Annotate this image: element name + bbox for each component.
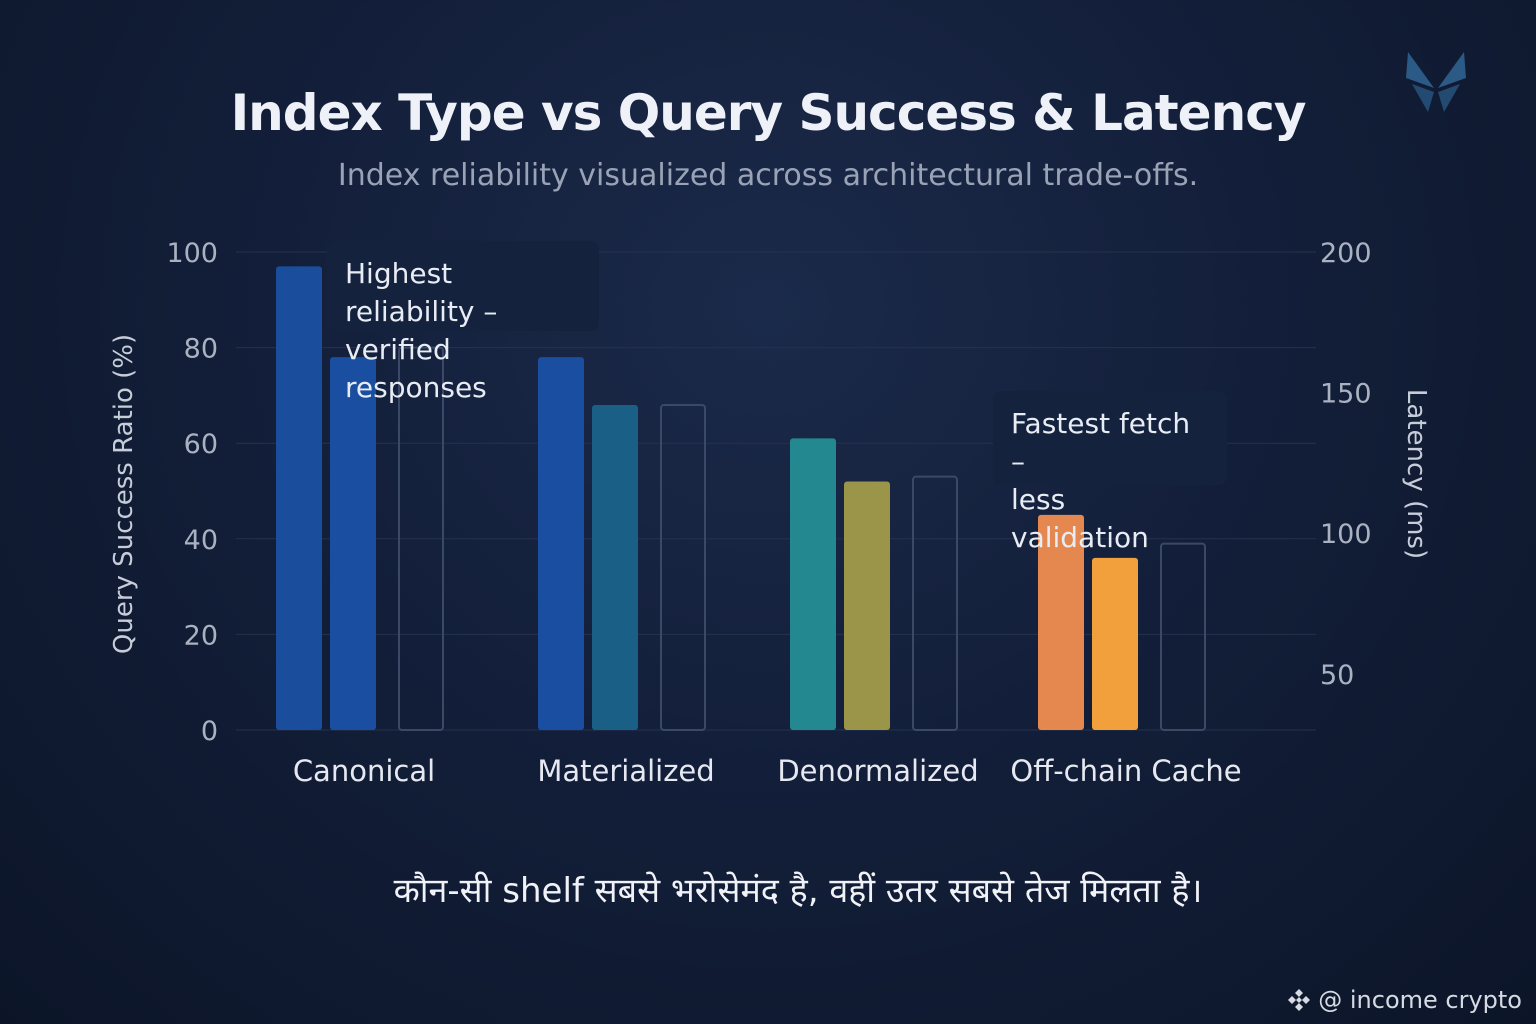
annotation-highest-reliability: Highest reliability – verified responses bbox=[327, 241, 599, 404]
x-tick-label: Canonical bbox=[293, 754, 435, 788]
bar-canonical-success-2 bbox=[330, 357, 376, 730]
x-tick-label: Off-chain Cache bbox=[1010, 754, 1241, 788]
x-tick-label: Denormalized bbox=[777, 754, 978, 788]
y-tick-label: 20 bbox=[184, 620, 218, 651]
bar-materialized-success-1 bbox=[538, 357, 584, 730]
bar-denormalized-success-2 bbox=[844, 481, 890, 730]
y-tick-label: 80 bbox=[184, 334, 218, 365]
bar-materialized-latency bbox=[660, 403, 706, 731]
diamond-logo-icon bbox=[1288, 989, 1311, 1011]
bar-off-chain-cache-success-2 bbox=[1092, 557, 1138, 730]
watermark: @ income crypto bbox=[1286, 986, 1522, 1014]
bar-canonical-latency bbox=[398, 346, 444, 731]
bar-off-chain-cache-success-1 bbox=[1038, 514, 1084, 730]
bar-canonical-success-1 bbox=[276, 266, 322, 730]
watermark-text: @ income crypto bbox=[1318, 986, 1522, 1014]
hindi-caption: कौन-सी shelf सबसे भरोसेमंद है, वहीं उतर … bbox=[393, 871, 1203, 911]
y2-tick-label: 150 bbox=[1320, 379, 1372, 410]
bar-denormalized-success-1 bbox=[790, 438, 836, 730]
bar-denormalized-latency bbox=[912, 475, 958, 731]
y-tick-label: 40 bbox=[184, 525, 218, 556]
chart-subtitle: Index reliability visualized across arch… bbox=[337, 158, 1199, 193]
y-axis-label: Query Success Ratio (%) bbox=[109, 334, 139, 654]
y-tick-label: 0 bbox=[201, 716, 218, 747]
bar-materialized-success-2 bbox=[592, 404, 638, 730]
y2-axis-label: Latency (ms) bbox=[1401, 389, 1431, 559]
y-tick-label: 60 bbox=[184, 429, 218, 460]
annotation-fastest-fetch: Fastest fetch – less validation bbox=[993, 391, 1227, 554]
y2-tick-label: 100 bbox=[1320, 519, 1372, 550]
y-tick-label: 100 bbox=[166, 238, 218, 269]
chart-title: Index Type vs Query Success & Latency bbox=[230, 84, 1307, 142]
y2-tick-label: 200 bbox=[1320, 238, 1372, 269]
bar-off-chain-cache-latency bbox=[1160, 542, 1206, 732]
y2-tick-label: 50 bbox=[1320, 660, 1354, 691]
butterfly-logo-icon bbox=[1406, 52, 1466, 112]
x-tick-label: Materialized bbox=[537, 754, 714, 788]
